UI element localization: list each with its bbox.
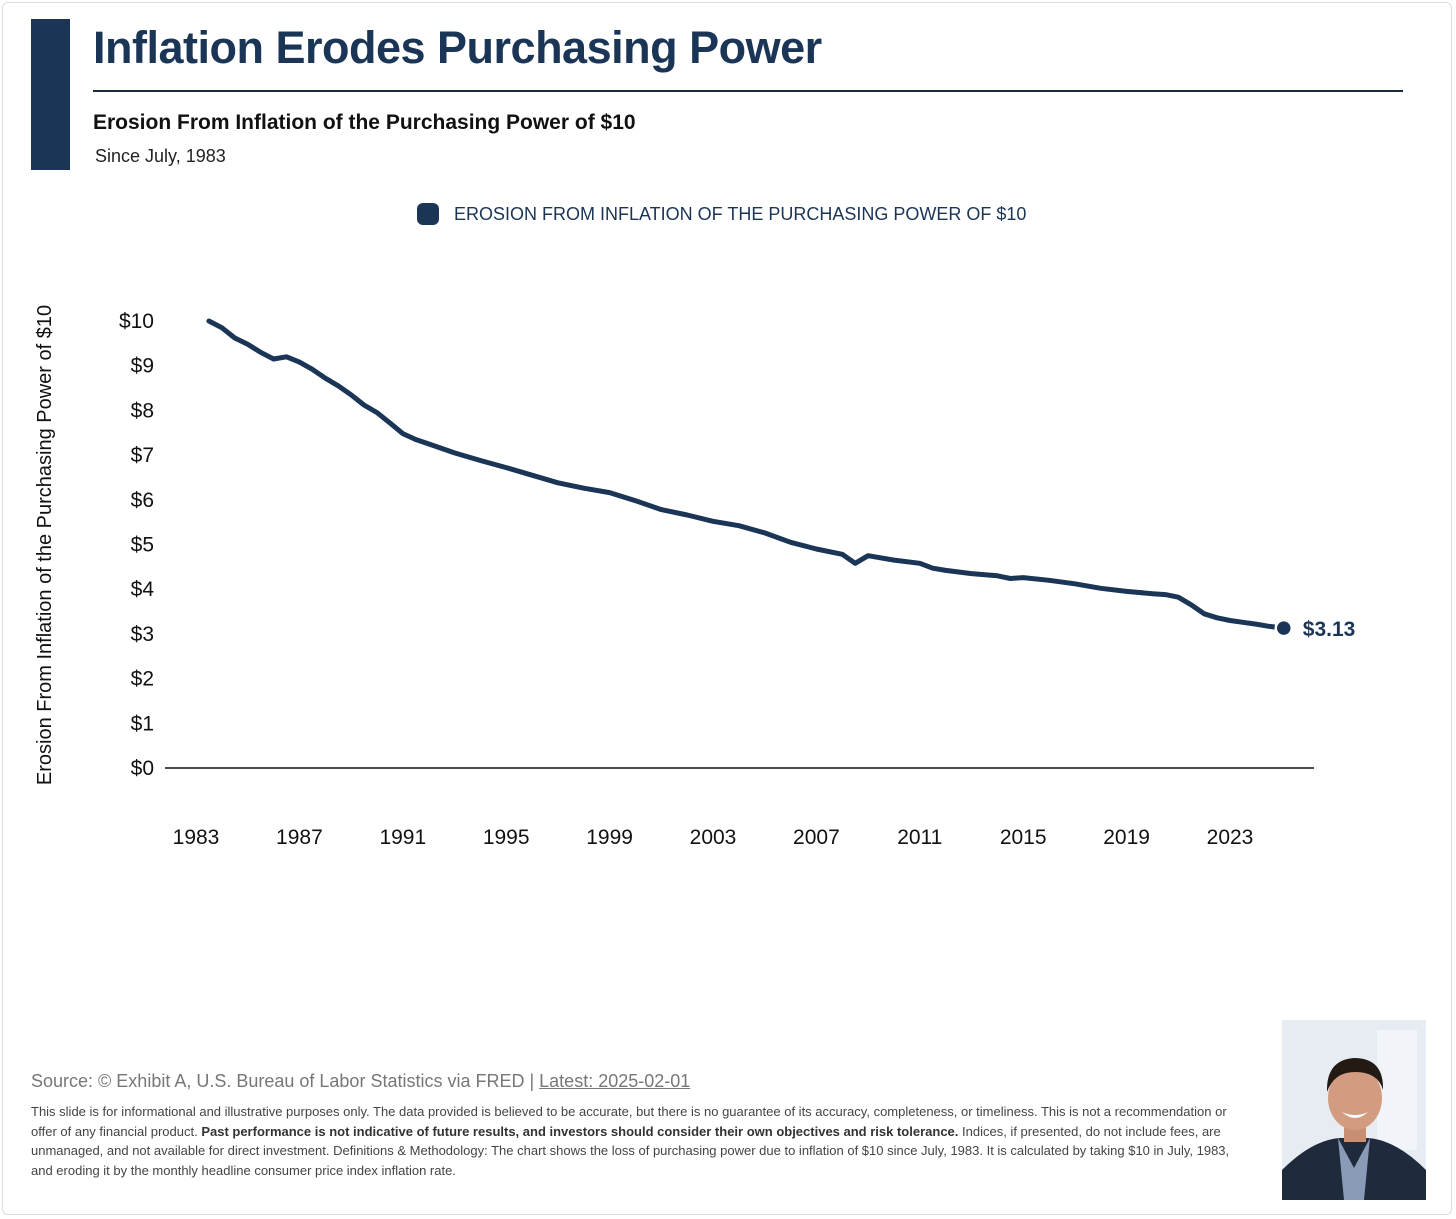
y-tick-label: $0 bbox=[131, 757, 154, 780]
chart-subtitle: Erosion From Inflation of the Purchasing… bbox=[93, 111, 636, 134]
x-tick-label: 1995 bbox=[483, 826, 530, 849]
x-tick-label: 2003 bbox=[690, 826, 737, 849]
x-axis-ticks: 1983 1987 1991 1995 1999 2003 2007 2011 2015 2019… bbox=[173, 826, 1254, 849]
title-accent-bar bbox=[31, 19, 70, 170]
title-divider bbox=[93, 90, 1403, 92]
page-title: Inflation Erodes Purchasing Power bbox=[93, 22, 822, 73]
x-tick-label: 1999 bbox=[586, 826, 633, 849]
y-axis-title: Erosion From Inflation of the Purchasing… bbox=[34, 305, 56, 785]
line-chart: Erosion From Inflation of the Purchasing… bbox=[34, 305, 1356, 849]
legend-swatch bbox=[417, 203, 439, 225]
source-text: Source: © Exhibit A, U.S. Bureau of Labo… bbox=[31, 1071, 540, 1091]
y-tick-label: $4 bbox=[131, 578, 155, 601]
y-tick-label: $2 bbox=[131, 668, 154, 691]
legend-label: EROSION FROM INFLATION OF THE PURCHASING… bbox=[454, 203, 1027, 224]
x-tick-label: 2015 bbox=[1000, 826, 1047, 849]
y-tick-label: $9 bbox=[131, 355, 154, 378]
x-tick-label: 2019 bbox=[1103, 826, 1150, 849]
disclaimer-part-1: This slide is for informational and illu… bbox=[31, 1104, 1227, 1139]
end-point-marker bbox=[1274, 618, 1294, 638]
y-tick-label: $7 bbox=[131, 444, 154, 467]
source-note: Source: © Exhibit A, U.S. Bureau of Labo… bbox=[31, 1071, 690, 1092]
y-tick-label: $10 bbox=[119, 310, 154, 333]
y-tick-label: $3 bbox=[131, 623, 154, 646]
author-photo-illustration bbox=[1282, 1020, 1426, 1200]
disclaimer-bold: Past performance is not indicative of fu… bbox=[201, 1123, 959, 1139]
x-tick-label: 2011 bbox=[897, 826, 942, 849]
x-tick-label: 2007 bbox=[793, 826, 840, 849]
x-tick-label: 1983 bbox=[173, 826, 220, 849]
end-value-label: $3.13 bbox=[1303, 618, 1356, 641]
series-line bbox=[206, 318, 1287, 631]
x-tick-label: 2023 bbox=[1207, 826, 1254, 849]
date-range-note: Since July, 1983 bbox=[95, 146, 226, 166]
chart-legend: EROSION FROM INFLATION OF THE PURCHASING… bbox=[417, 203, 1026, 225]
disclaimer-text: This slide is for informational and illu… bbox=[31, 1102, 1231, 1180]
y-tick-label: $8 bbox=[131, 399, 154, 422]
disclaimer-part-2: Indices, if presented, do not include fe… bbox=[31, 1123, 1230, 1178]
author-photo bbox=[1282, 1020, 1426, 1200]
y-tick-label: $1 bbox=[131, 712, 154, 735]
y-tick-label: $5 bbox=[131, 534, 154, 557]
x-tick-label: 1987 bbox=[276, 826, 323, 849]
x-tick-label: 1991 bbox=[379, 826, 426, 849]
y-tick-label: $6 bbox=[131, 489, 154, 512]
latest-date-link[interactable]: Latest: 2025-02-01 bbox=[539, 1071, 691, 1091]
y-axis-ticks: $0 $1 $2 $3 $4 $5 $6 $7 $8 $9 $10 bbox=[119, 310, 154, 780]
